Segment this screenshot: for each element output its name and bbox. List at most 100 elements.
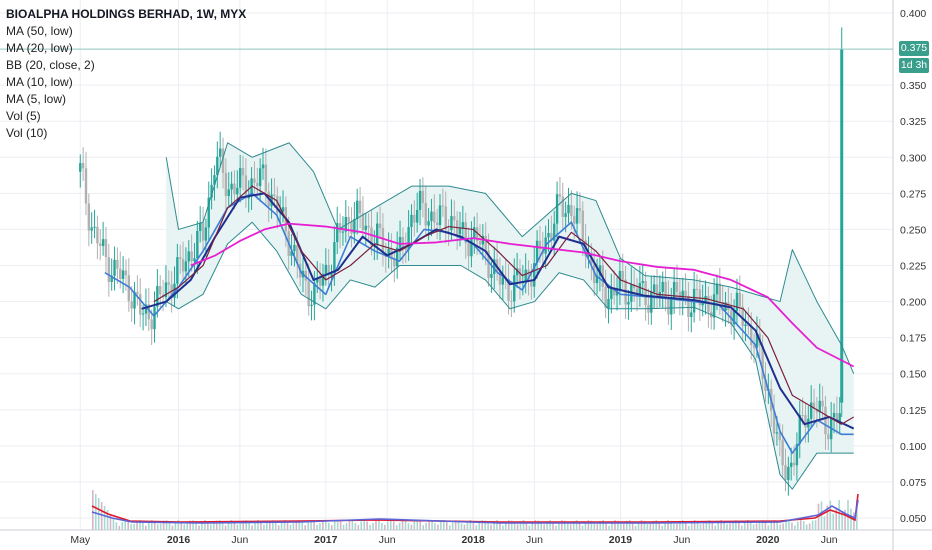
- volume-bar: [440, 521, 442, 530]
- candle-body: [581, 210, 584, 241]
- volume-bar: [369, 524, 371, 530]
- volume-bar: [328, 522, 330, 530]
- candle-body: [218, 148, 222, 157]
- candle-body: [124, 270, 128, 276]
- candle-body: [101, 239, 105, 247]
- candle-body: [207, 197, 210, 228]
- volume-bar: [605, 522, 607, 530]
- volume-bar: [507, 520, 510, 530]
- volume-bar: [820, 501, 823, 530]
- volume-bar: [735, 520, 737, 530]
- volume-bar: [623, 524, 625, 530]
- candle-body: [747, 324, 750, 326]
- volume-bar: [106, 510, 109, 530]
- candle-body: [113, 259, 116, 276]
- volume-bar: [448, 525, 451, 530]
- volume-bar: [569, 524, 572, 530]
- volume-bar: [401, 520, 404, 530]
- candle-body: [159, 286, 162, 295]
- symbol-title[interactable]: BIOALPHA HOLDINGS BERHAD, 1W, MYX: [6, 7, 247, 21]
- legend-ma10[interactable]: MA (10, low): [6, 75, 73, 89]
- candle-body: [381, 228, 385, 253]
- y-tick-label: 0.325: [900, 116, 926, 128]
- candle-body: [787, 466, 790, 480]
- volume-bar: [431, 520, 433, 530]
- legend-ma20[interactable]: MA (20, low): [6, 41, 73, 55]
- volume-bar: [587, 520, 590, 530]
- volume-bar: [676, 523, 678, 530]
- candle-body: [427, 221, 430, 226]
- candle-body: [461, 222, 465, 229]
- legend-vol10[interactable]: Vol (10): [6, 126, 48, 140]
- volume-bar: [242, 520, 245, 530]
- candle-body: [450, 216, 453, 231]
- candle-body: [176, 257, 179, 284]
- last-price-tag: 0.375: [899, 41, 929, 56]
- candle-body: [632, 284, 636, 289]
- candle-body: [473, 227, 476, 239]
- candle-body: [661, 281, 664, 292]
- volume-bar: [354, 522, 357, 530]
- candle-body: [778, 432, 781, 441]
- candle-body: [524, 269, 527, 282]
- candle-body: [784, 465, 787, 480]
- legend-bb[interactable]: BB (20, close, 2): [6, 58, 95, 72]
- y-tick-label: 0.175: [900, 333, 926, 345]
- x-tick-label: Jun: [673, 534, 690, 546]
- legend-vol5[interactable]: Vol (5): [6, 109, 41, 123]
- volume-bar: [277, 525, 280, 530]
- candle-body: [216, 156, 219, 176]
- volume-bar: [227, 521, 230, 530]
- volume-bar: [746, 520, 749, 530]
- ma50-line: [190, 222, 855, 368]
- volume-bar: [357, 524, 360, 530]
- volume-bar: [525, 521, 528, 530]
- volume-bar: [534, 520, 537, 530]
- volume-bar: [307, 521, 309, 530]
- volume-bar: [469, 520, 472, 530]
- volume-bar: [333, 521, 336, 530]
- candle-body: [444, 206, 447, 230]
- volume-bar: [850, 508, 852, 530]
- volume-bar: [838, 500, 840, 530]
- candle-body: [79, 163, 82, 172]
- volume-bar: [667, 520, 669, 530]
- candle-body: [181, 258, 185, 272]
- volume-bar: [752, 524, 755, 530]
- volume-bar: [552, 521, 554, 530]
- candle-body: [230, 183, 233, 190]
- candle-body: [273, 194, 276, 197]
- volume-bar: [153, 520, 156, 530]
- candle-body: [487, 250, 490, 278]
- candle-body: [610, 287, 613, 299]
- y-tick-label: 0.300: [900, 152, 926, 164]
- volume-bar: [389, 520, 392, 530]
- volume-bar: [286, 521, 289, 530]
- volume-bar: [283, 520, 286, 530]
- legend-ma50[interactable]: MA (50, low): [6, 24, 73, 38]
- volume-bar: [844, 509, 846, 530]
- candle-body: [370, 227, 373, 246]
- volume-bar: [336, 520, 339, 530]
- candle-body: [99, 243, 102, 247]
- candle-body: [341, 231, 345, 233]
- candle-body: [667, 297, 670, 315]
- bar-countdown-tag: 1d 3h: [899, 58, 929, 73]
- volume-bar: [339, 521, 342, 530]
- volume-bar: [183, 524, 186, 530]
- volume-bar: [263, 524, 265, 530]
- candle-body: [533, 263, 536, 287]
- legend-ma5[interactable]: MA (5, low): [6, 92, 67, 106]
- candle-body: [290, 251, 293, 256]
- candle-body: [367, 225, 370, 228]
- volume-bar: [136, 520, 138, 530]
- ma10-line: [141, 192, 855, 430]
- candle-body: [224, 172, 228, 197]
- candle-body: [501, 277, 505, 285]
- y-tick-label: 0.225: [900, 261, 926, 273]
- candle-body: [781, 440, 784, 466]
- volume-bar: [549, 520, 551, 530]
- x-tick-label: 2016: [167, 534, 191, 546]
- volume-bar: [230, 520, 233, 530]
